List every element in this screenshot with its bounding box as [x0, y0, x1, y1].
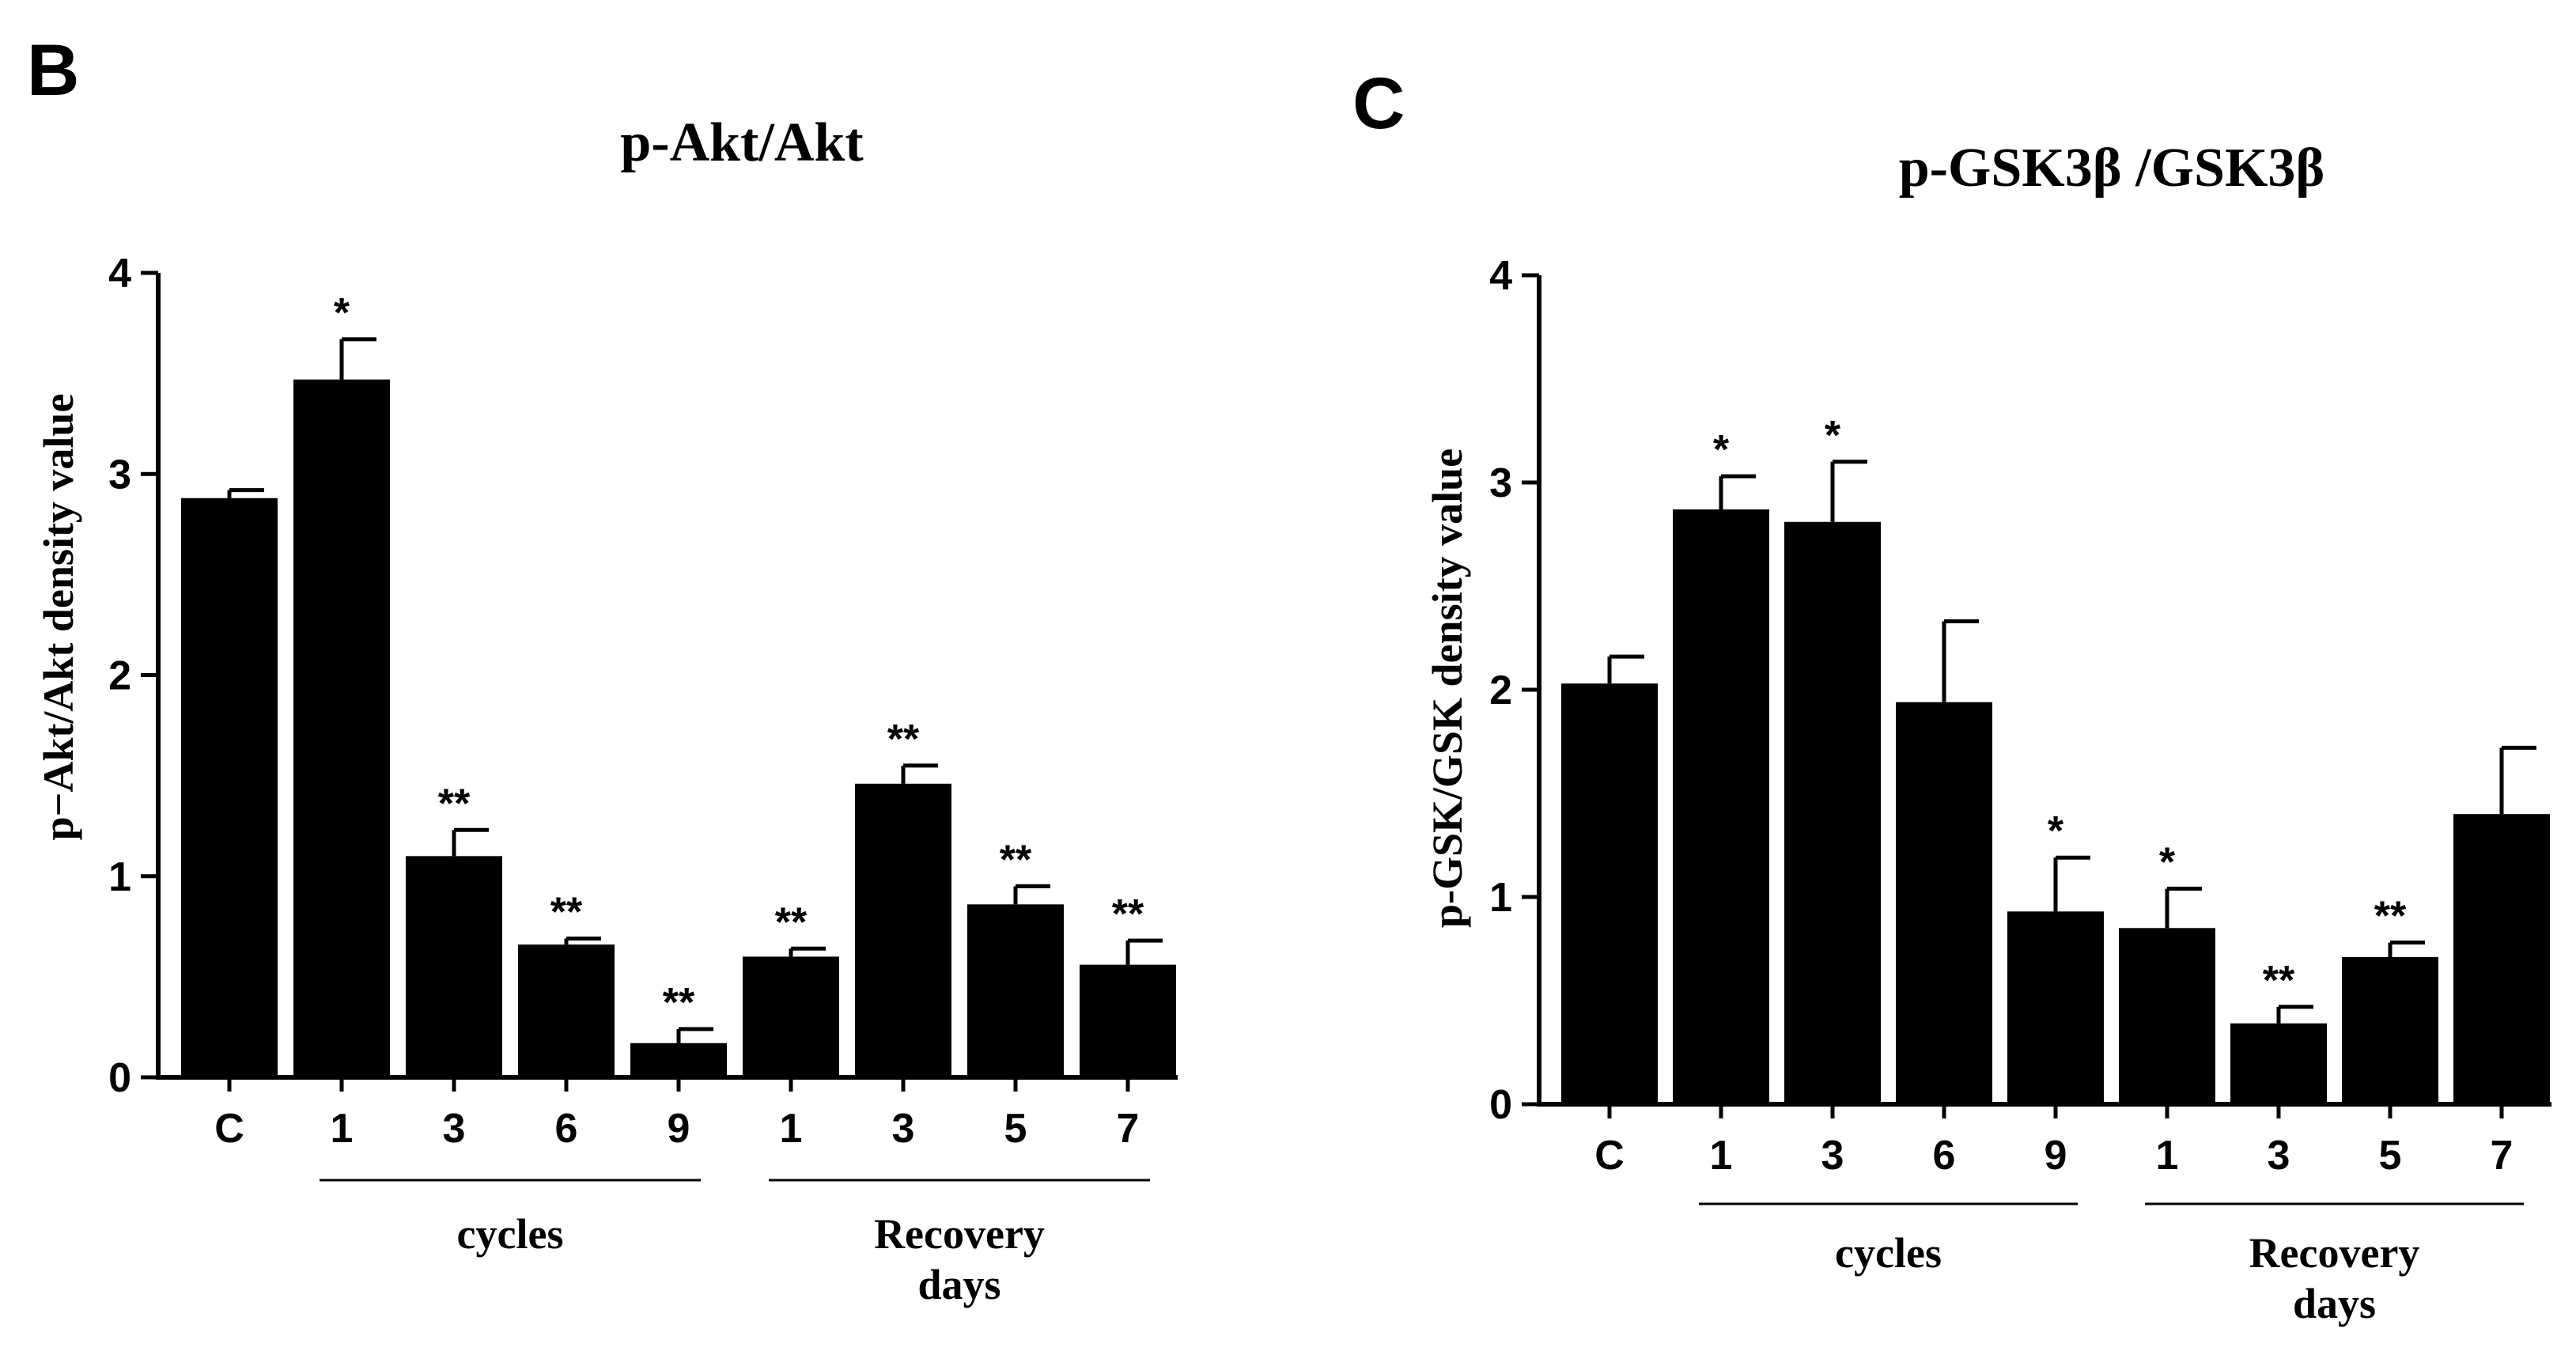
x-tick-label: 3	[443, 1106, 466, 1152]
bar	[855, 783, 951, 1077]
x-tick-label: 1	[1710, 1133, 1733, 1179]
panel-letter: B	[27, 30, 79, 111]
bar	[1080, 964, 1176, 1077]
y-tick-label: 3	[108, 452, 131, 498]
group-label-line: days	[917, 1261, 1001, 1308]
y-tick-label: 4	[1489, 253, 1512, 299]
y-axis-label: p-GSK/GSK density value	[1424, 448, 1471, 928]
x-tick-label: 3	[1821, 1133, 1844, 1179]
x-tick-label: 6	[1933, 1133, 1956, 1179]
bar	[2342, 956, 2438, 1104]
significance-label: **	[887, 717, 920, 763]
group-label: cycles	[1835, 1229, 1942, 1277]
x-tick-label: 1	[2156, 1133, 2179, 1179]
significance-label: **	[1112, 891, 1144, 937]
panel-letter: C	[1352, 63, 1405, 144]
bar	[967, 904, 1064, 1077]
significance-label: **	[2374, 894, 2407, 940]
x-tick-label: C	[214, 1106, 244, 1152]
significance-label: **	[438, 781, 471, 827]
bar	[2007, 911, 2104, 1104]
group-label: Recovery days	[874, 1210, 1045, 1308]
x-tick-label: 7	[1117, 1106, 1140, 1152]
group-label-line: Recovery	[874, 1210, 1045, 1258]
y-tick-label: 2	[108, 653, 131, 699]
x-tick-label: 1	[780, 1106, 803, 1152]
group-label-line: Recovery	[2249, 1229, 2420, 1277]
x-tick-label: 3	[2268, 1133, 2290, 1179]
group-label: cycles	[457, 1210, 564, 1258]
x-tick-label: 3	[892, 1106, 915, 1152]
y-tick-label: 0	[108, 1055, 131, 1101]
significance-label: *	[1825, 413, 1841, 459]
plot-area: 0 1 2 3 4 C * 1 * 3 6 * 9 * 1 ** 3 ** 5 7 cycles Recovery days	[1489, 253, 2551, 1327]
bar	[1561, 683, 1658, 1104]
group-label-line: days	[2293, 1280, 2376, 1327]
group-label: Recovery days	[2249, 1229, 2420, 1327]
y-tick-label: 1	[1489, 875, 1512, 921]
significance-label: *	[1713, 427, 1730, 473]
bar	[293, 379, 390, 1077]
significance-label: **	[1000, 837, 1032, 883]
bar	[743, 956, 839, 1077]
bar	[406, 856, 502, 1077]
bar	[2453, 814, 2550, 1104]
plot-area: 0 1 2 3 4 C * 1 ** 3 ** 6 ** 9 ** 1 ** 3 ** 5 ** 7 cycles Recov…	[108, 251, 1178, 1308]
x-tick-label: 9	[2045, 1133, 2067, 1179]
significance-label: *	[2048, 808, 2064, 854]
bar	[630, 1043, 727, 1077]
x-tick-label: 7	[2491, 1133, 2514, 1179]
x-tick-label: C	[1594, 1133, 1625, 1179]
significance-label: **	[550, 890, 583, 936]
y-tick-label: 3	[1489, 460, 1512, 506]
significance-label: **	[663, 980, 695, 1026]
y-tick-label: 1	[108, 854, 131, 900]
panel-b: B p-Akt/Akt p−Akt/Akt density value 0 1 2 3…	[27, 30, 1178, 1308]
x-tick-label: 1	[331, 1106, 354, 1152]
x-tick-label: 5	[1004, 1106, 1027, 1152]
bar	[1784, 521, 1881, 1104]
y-tick-label: 0	[1489, 1082, 1512, 1128]
bar	[2119, 928, 2215, 1104]
chart-title: p-Akt/Akt	[620, 112, 863, 173]
significance-label: *	[334, 290, 350, 336]
x-tick-label: 6	[555, 1106, 578, 1152]
x-tick-label: 5	[2379, 1133, 2402, 1179]
significance-label: **	[2263, 958, 2295, 1004]
y-axis-label: p−Akt/Akt density value	[35, 394, 82, 841]
bar	[518, 944, 615, 1077]
y-tick-label: 4	[108, 251, 131, 297]
bar	[1673, 509, 1769, 1104]
significance-label: *	[2159, 840, 2176, 886]
bar	[181, 498, 278, 1077]
chart-title: p-GSK3β /GSK3β	[1899, 138, 2325, 199]
significance-label: **	[775, 899, 808, 945]
bar	[2230, 1023, 2327, 1104]
y-tick-label: 2	[1489, 668, 1512, 713]
x-tick-label: 9	[668, 1106, 690, 1152]
bar	[1896, 702, 1992, 1104]
panel-c: C p-GSK3β /GSK3β p-GSK/GSK density value…	[1352, 63, 2551, 1327]
